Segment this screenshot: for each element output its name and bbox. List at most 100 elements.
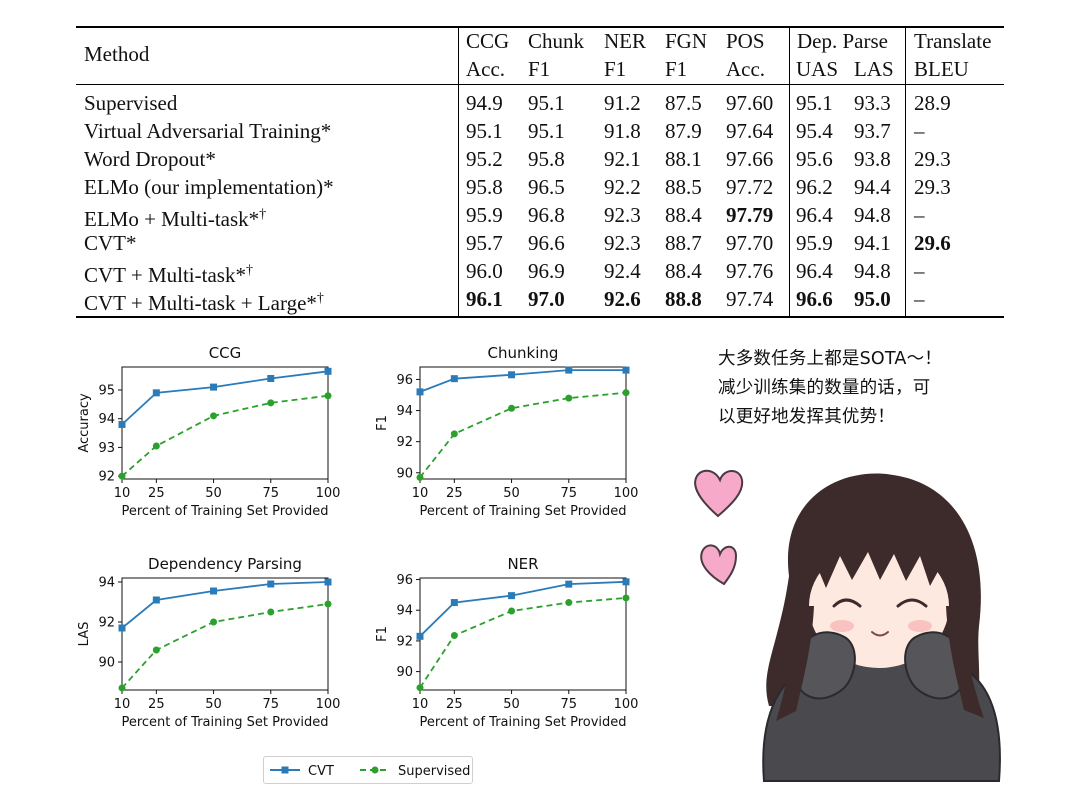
subheader-pos: Acc.	[726, 57, 766, 81]
table-cell: 96.4	[796, 259, 833, 283]
table-cell: 95.9	[796, 231, 833, 255]
chunking-cvt-point	[565, 366, 573, 374]
ner-y-tick-label: 90	[396, 665, 413, 680]
ner-y-axis-label: F1	[375, 626, 390, 642]
legend-cvt-label: CVT	[308, 764, 334, 779]
chart-legend: CVT Supervised	[263, 756, 473, 784]
table-cell: 94.8	[854, 203, 891, 227]
chunking-supervised-point	[416, 473, 424, 481]
dependency-parsing-chart-svg: Dependency Parsing 90 92 94 10 25 50 75 100 Perce…	[77, 555, 341, 730]
table-cell: 28.9	[914, 91, 951, 115]
ccg-supervised-point	[152, 442, 160, 450]
ccg-x-tick-label: 100	[316, 486, 341, 501]
table-cell: 92.1	[604, 147, 641, 171]
ner-plot-frame	[419, 577, 627, 691]
table-cell: 95.6	[796, 147, 833, 171]
dependency-parsing-plot-frame	[121, 577, 329, 691]
table-cell: 95.1	[528, 91, 565, 115]
ccg-cvt-point	[210, 383, 218, 391]
chunking-cvt-point	[622, 366, 630, 374]
table-cell: 97.60	[726, 91, 774, 115]
anime-girl-illustration	[684, 456, 1014, 786]
chunking-x-tick-label: 10	[412, 486, 429, 501]
chunking-x-tick-label: 50	[503, 486, 520, 501]
ner-y-tick-label: 94	[396, 604, 413, 619]
ccg-y-tick-label: 93	[98, 441, 115, 456]
subheader-ccg: Acc.	[466, 57, 506, 81]
table-cell: 95.8	[466, 175, 503, 199]
ccg-cvt-point	[324, 367, 332, 375]
ner-supervised-point	[508, 607, 516, 615]
ccg-x-tick-label: 10	[114, 486, 131, 501]
chunking-y-tick-label: 96	[396, 373, 413, 388]
chunking-y-tick-label: 92	[396, 435, 413, 450]
ccg-cvt-point	[118, 420, 126, 428]
ner-x-axis-label: Percent of Training Set Provided	[419, 715, 626, 730]
subheader-bleu: BLEU	[914, 57, 969, 81]
table-row-method: ELMo + Multi-task*†	[84, 207, 267, 231]
table-row-method: Virtual Adversarial Training*	[84, 119, 332, 143]
ner-x-tick-label: 100	[614, 697, 639, 712]
dependency-parsing-x-tick-label: 75	[263, 697, 280, 712]
table-cell: 96.1	[466, 287, 503, 311]
table-row-method: CVT + Multi-task + Large*†	[84, 291, 324, 315]
ner-cvt-point	[416, 632, 424, 640]
mouth	[871, 631, 889, 637]
table-bottom-rule	[76, 316, 1004, 318]
ner-cvt-point	[565, 580, 573, 588]
dependency-parsing-x-tick-label: 100	[316, 697, 341, 712]
table-cell: 93.7	[854, 119, 891, 143]
dependency-parsing-x-tick-label: 50	[205, 697, 222, 712]
table-cell: 87.5	[665, 91, 702, 115]
ner-y-tick-label: 96	[396, 573, 413, 588]
hair-bangs	[803, 503, 957, 596]
ccg-cvt-point	[267, 374, 275, 382]
table-cell: 95.2	[466, 147, 503, 171]
table-cell: 96.5	[528, 175, 565, 199]
table-cell: 95.8	[528, 147, 565, 171]
table-cell: 88.5	[665, 175, 702, 199]
ner-supervised-line	[419, 597, 627, 689]
header-translate: Translate	[914, 29, 992, 53]
heart-icon	[694, 469, 744, 518]
ccg-supervised-line	[121, 394, 329, 477]
chunking-x-tick-label: 75	[561, 486, 578, 501]
header-pos: POS	[726, 29, 765, 53]
subheader-las: LAS	[854, 57, 894, 81]
table-cell: 97.79	[726, 203, 774, 227]
heart-icon	[700, 544, 738, 586]
table-cell: –	[914, 259, 925, 283]
ner-chart-title: NER	[507, 555, 538, 573]
chunking-supervised-point	[450, 430, 458, 438]
note-line: 大多数任务上都是SOTA～！	[718, 349, 942, 369]
ccg-plot-frame	[121, 366, 329, 480]
ccg-x-axis-label: Percent of Training Set Provided	[121, 504, 328, 519]
dependency-parsing-supervised-point	[118, 684, 126, 692]
header-ccg: CCG	[466, 29, 510, 53]
ccg-x-tick-label: 50	[205, 486, 222, 501]
table-row-method: CVT*	[84, 231, 137, 255]
chunking-cvt-point	[450, 375, 458, 383]
dependency-parsing-chart: Dependency Parsing 90 92 94 10 25 50 75 100 Perce…	[72, 551, 352, 741]
chunking-x-tick-label: 25	[446, 486, 463, 501]
header-chunk: Chunk	[528, 29, 585, 53]
table-cell: 92.4	[604, 259, 641, 283]
table-cell: 92.6	[604, 287, 641, 311]
dependency-parsing-x-tick-label: 10	[114, 697, 131, 712]
table-cell: 95.1	[528, 119, 565, 143]
dependency-parsing-cvt-point	[267, 580, 275, 588]
table-cell: 88.1	[665, 147, 702, 171]
ner-x-tick-label: 50	[503, 697, 520, 712]
ner-cvt-point	[450, 599, 458, 607]
ccg-supervised-point	[118, 472, 126, 480]
chunking-plot-frame	[419, 366, 627, 480]
ner-supervised-point	[416, 684, 424, 692]
table-cell: 92.3	[604, 231, 641, 255]
table-cell: 29.3	[914, 175, 951, 199]
legend-supervised-marker	[371, 766, 379, 774]
header-fgn: FGN	[665, 29, 708, 53]
table-cell: 97.64	[726, 119, 774, 143]
chunking-x-tick-label: 100	[614, 486, 639, 501]
ner-x-tick-label: 75	[561, 697, 578, 712]
chunking-y-tick-label: 90	[396, 466, 413, 481]
